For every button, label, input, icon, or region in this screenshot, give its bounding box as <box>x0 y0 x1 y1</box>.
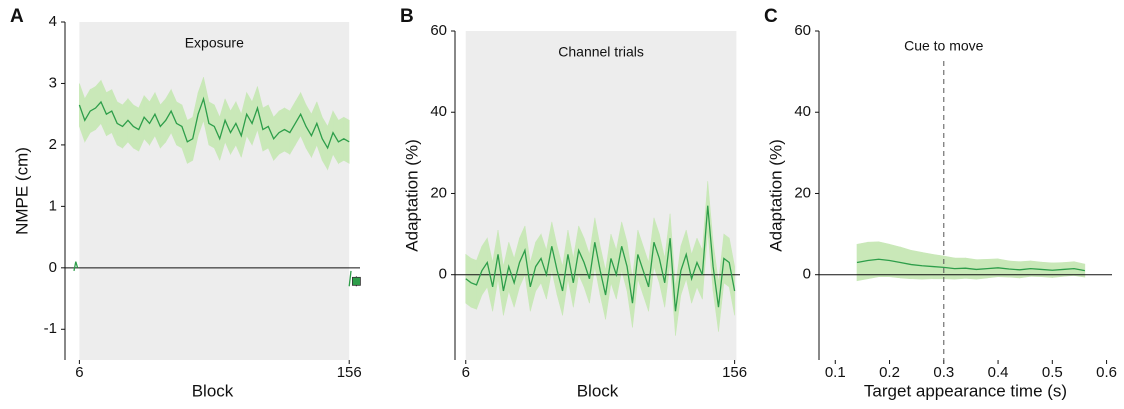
x-tick-label: 0.1 <box>825 364 846 381</box>
y-axis-title: Adaptation (%) <box>402 139 421 251</box>
data-line <box>78 96 350 150</box>
y-axis-title: Adaptation (%) <box>766 139 785 251</box>
x-axis-title: Block <box>577 381 619 400</box>
x-tick-label: 0.4 <box>988 364 1009 381</box>
data-line <box>856 258 1085 272</box>
data-line <box>465 205 736 312</box>
x-axis-title: Target appearance time (s) <box>864 381 1067 400</box>
marker <box>352 276 361 286</box>
panel: 0 20 40 60 0.1 0.2 0.3 0.4 0.5 0.6 Target appearan… <box>764 6 1117 400</box>
x-axis-title: Block <box>192 381 234 400</box>
y-tick-label: 0 <box>803 266 811 283</box>
x-tick-label: 6 <box>462 364 470 381</box>
shaded-region <box>79 22 350 360</box>
y-tick-label: 0 <box>439 266 447 283</box>
data-line <box>73 261 79 272</box>
annotation: Cue to move <box>904 38 984 54</box>
y-tick-label: 40 <box>794 103 811 120</box>
x-tick-label: 0.5 <box>1042 364 1063 381</box>
panel: 0 20 40 60 6 156 Block Adaptation (%) B Channel t… <box>400 6 747 400</box>
y-tick-label: 60 <box>430 22 447 39</box>
y-tick-label: -1 <box>44 320 57 337</box>
y-tick-label: 60 <box>794 22 811 39</box>
panel-label: C <box>764 6 778 27</box>
data-line <box>348 270 352 287</box>
y-tick-label: 0 <box>49 259 57 276</box>
x-tick-label: 0.2 <box>879 364 900 381</box>
annotation: Channel trials <box>558 44 644 60</box>
y-tick-label: 2 <box>49 136 57 153</box>
shaded-region <box>465 31 737 360</box>
y-tick-label: 40 <box>430 103 447 120</box>
x-tick-label: 0.6 <box>1096 364 1117 381</box>
panel: -1 0 1 2 3 4 6 156 Block NMPE (cm) A Exposure <box>10 6 362 400</box>
y-tick-label: 20 <box>794 184 811 201</box>
y-tick-label: 4 <box>49 13 57 30</box>
y-axis-title: NMPE (cm) <box>12 147 31 235</box>
panel-label: A <box>10 6 24 27</box>
x-tick-label: 6 <box>75 364 83 381</box>
y-tick-label: 1 <box>49 197 57 214</box>
x-tick-label: 156 <box>337 364 362 381</box>
y-tick-label: 3 <box>49 74 57 91</box>
panel-label: B <box>400 6 414 27</box>
y-tick-label: 20 <box>430 184 447 201</box>
annotation: Exposure <box>185 35 244 51</box>
x-tick-label: 0.3 <box>933 364 954 381</box>
x-tick-label: 156 <box>722 364 747 381</box>
